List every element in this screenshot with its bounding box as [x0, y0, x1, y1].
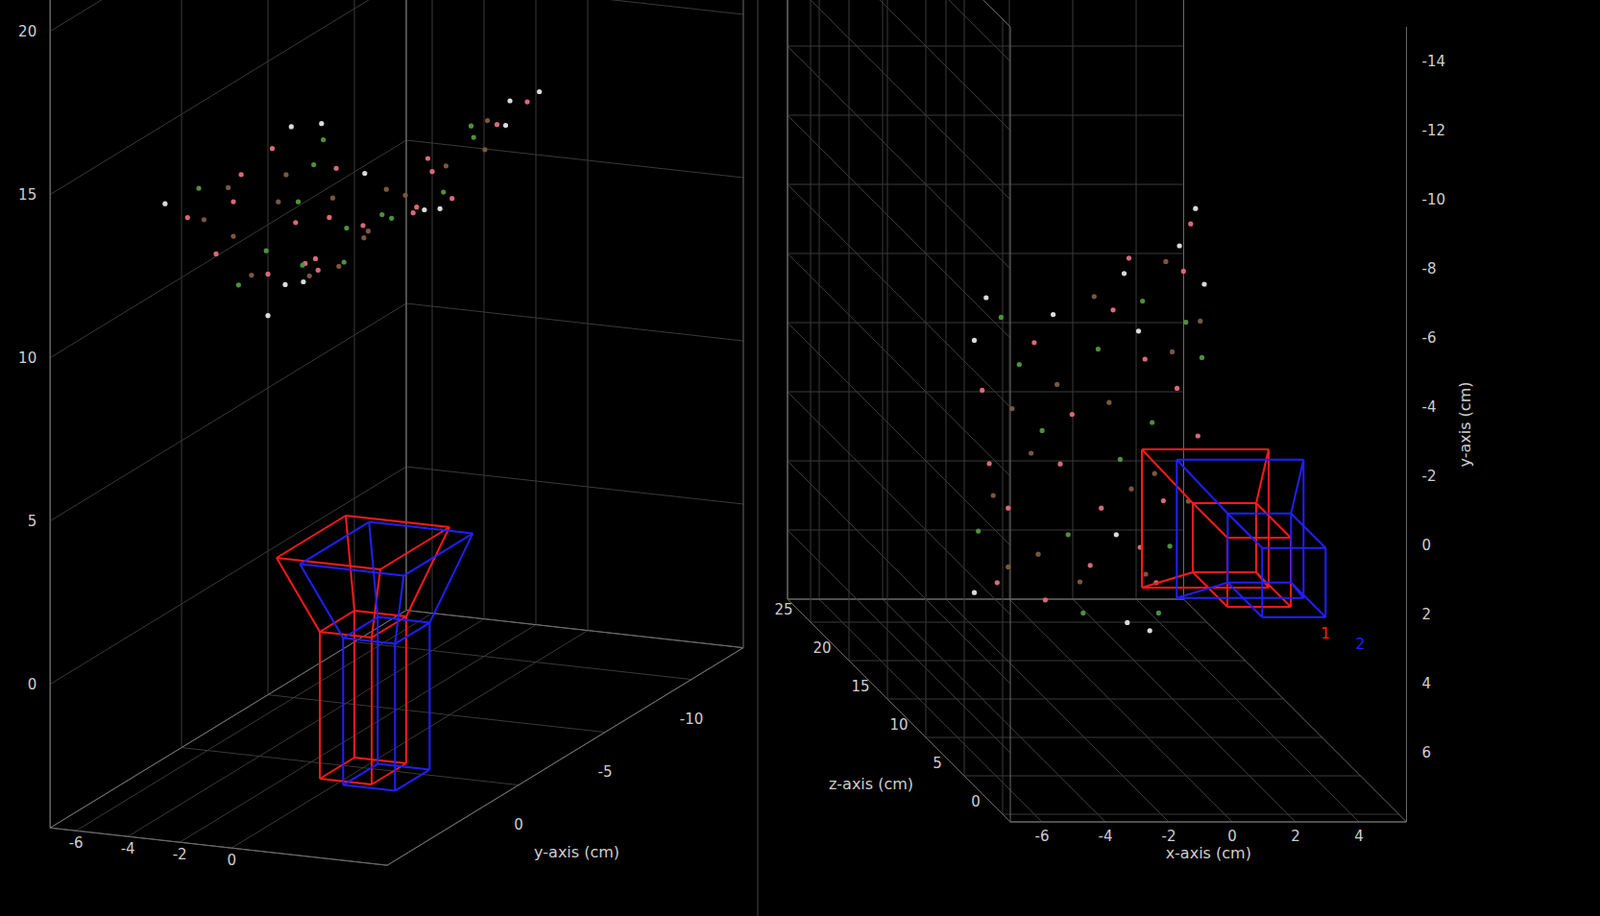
svg-text:-2: -2 [1162, 827, 1177, 846]
svg-text:z-axis (cm): z-axis (cm) [828, 775, 914, 794]
svg-text:-6: -6 [69, 834, 84, 852]
svg-text:y-axis (cm): y-axis (cm) [1455, 382, 1475, 468]
svg-text:-8: -8 [1422, 260, 1437, 278]
svg-text:0: 0 [226, 851, 237, 870]
svg-text:-10: -10 [679, 710, 704, 728]
svg-text:0: 0 [1422, 536, 1432, 555]
svg-text:-5: -5 [598, 763, 613, 781]
svg-text:-12: -12 [1422, 121, 1447, 140]
svg-text:-10: -10 [1422, 191, 1447, 209]
svg-text:15: 15 [18, 186, 37, 204]
svg-text:6: 6 [1422, 744, 1432, 762]
svg-text:0: 0 [513, 816, 524, 834]
svg-text:-2: -2 [1422, 467, 1437, 485]
svg-text:20: 20 [18, 23, 37, 41]
svg-text:2: 2 [1290, 827, 1301, 846]
svg-text:-4: -4 [121, 840, 136, 858]
svg-text:4: 4 [1422, 675, 1432, 693]
svg-text:1: 1 [1320, 624, 1331, 643]
svg-text:0: 0 [27, 676, 38, 694]
svg-text:-4: -4 [1422, 398, 1437, 416]
svg-text:10: 10 [889, 716, 908, 734]
svg-text:y-axis (cm): y-axis (cm) [533, 843, 620, 862]
svg-text:-6: -6 [1422, 329, 1437, 347]
svg-text:5: 5 [932, 754, 943, 773]
svg-text:10: 10 [18, 349, 37, 367]
svg-text:25: 25 [774, 601, 793, 619]
svg-text:20: 20 [812, 639, 831, 657]
svg-text:5: 5 [27, 512, 38, 531]
svg-text:2: 2 [1355, 634, 1365, 654]
svg-text:-14: -14 [1422, 52, 1447, 71]
svg-text:4: 4 [1354, 827, 1364, 846]
svg-text:-2: -2 [172, 846, 188, 864]
svg-text:0: 0 [1227, 827, 1237, 846]
svg-text:x-axis (cm): x-axis (cm) [1165, 844, 1252, 863]
svg-text:0: 0 [970, 793, 981, 811]
svg-text:2: 2 [1422, 606, 1432, 624]
svg-text:-6: -6 [1035, 827, 1050, 846]
svg-text:15: 15 [850, 678, 870, 696]
svg-text:-4: -4 [1098, 827, 1114, 846]
